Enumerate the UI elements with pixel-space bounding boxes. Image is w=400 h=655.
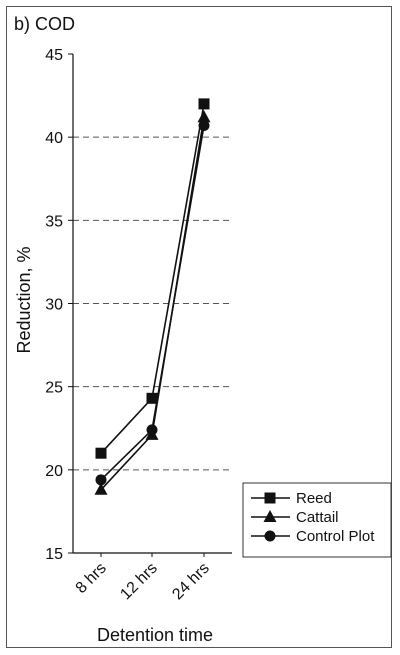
legend-marker-control-plot [264, 530, 276, 542]
data-point-control-plot [95, 474, 107, 486]
legend-marker-reed [264, 492, 276, 504]
y-tick-label: 40 [45, 130, 63, 147]
chart-frame [6, 6, 392, 648]
data-point-reed [198, 98, 210, 110]
x-axis-label: Detention time [97, 625, 213, 645]
y-tick-label: 35 [45, 213, 63, 230]
y-tick-label: 25 [45, 380, 63, 397]
legend-label-control-plot: Control Plot [296, 528, 375, 545]
data-point-cattail [94, 482, 108, 495]
data-point-control-plot [198, 120, 210, 132]
legend-marker-cattail [263, 510, 277, 522]
legend: Reed Cattail Control Plot [242, 482, 392, 558]
grid-lines [73, 136, 232, 471]
chart-panel-title: b) COD [14, 14, 75, 34]
data-point-cattail [197, 110, 211, 123]
legend-label-cattail: Cattail [296, 509, 339, 526]
y-tick-label: 30 [45, 297, 63, 314]
y-axis-label: Reduction, % [14, 246, 34, 353]
x-tick-label: 12 hrs [117, 560, 160, 603]
x-tick-label: 24 hrs [169, 560, 212, 603]
data-point-control-plot [146, 424, 158, 436]
y-tick-label: 15 [45, 546, 63, 563]
y-tick-labels: 15 20 25 30 35 40 45 [45, 47, 73, 563]
data-point-reed [95, 447, 107, 459]
data-point-reed [146, 392, 158, 404]
x-tick-label: 8 hrs [73, 560, 110, 597]
y-tick-label: 45 [45, 47, 63, 64]
x-tick-labels: 8 hrs 12 hrs 24 hrs [73, 553, 213, 603]
legend-label-reed: Reed [296, 490, 332, 507]
series-group [94, 98, 211, 495]
y-tick-label: 20 [45, 463, 63, 480]
